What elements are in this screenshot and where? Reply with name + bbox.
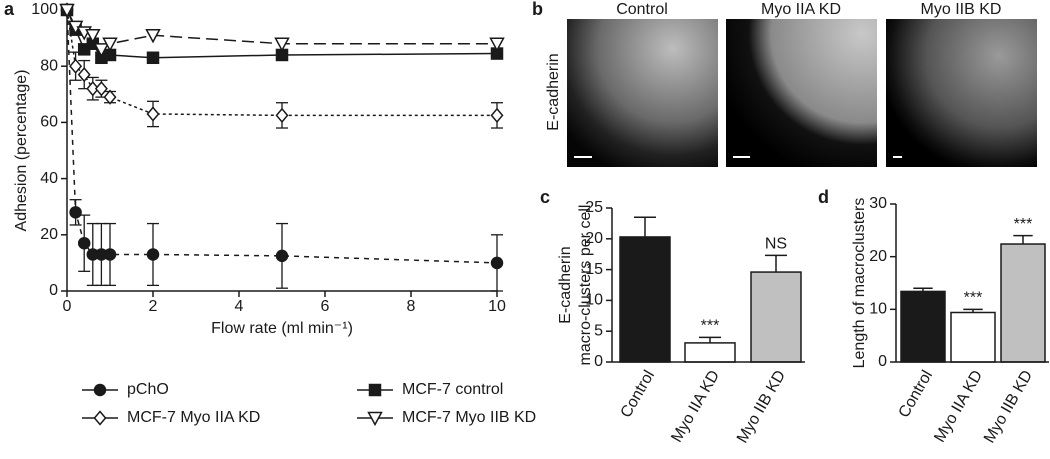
y-tick-label: 80 [40, 57, 58, 74]
y-tick-label: 100 [31, 1, 58, 18]
bar [1000, 243, 1046, 363]
y-axis-label: macro-clusters per cell [577, 205, 594, 366]
panel-letter: b [532, 0, 543, 19]
marker [93, 410, 107, 426]
x-tick-label: Control [896, 368, 937, 421]
legend-label: MCF-7 Myo IIA KD [127, 409, 260, 426]
series-line [66, 9, 497, 117]
y-tick-label: 0 [594, 353, 603, 370]
annotation: *** [1014, 216, 1033, 233]
y-tick-label: 20 [40, 226, 58, 243]
x-tick-label: Myo IIB KD [734, 368, 789, 447]
marker [93, 43, 110, 58]
y-tick-label: 0 [49, 282, 58, 299]
y-axis-label: Length of macroclusters [851, 198, 868, 369]
image-title: Myo IIA KD [761, 1, 841, 18]
marker [77, 66, 91, 83]
x-tick-label: 0 [63, 298, 72, 315]
x-tick-label: 2 [149, 298, 158, 315]
y-tick-label: 10 [585, 292, 603, 309]
bar [619, 236, 671, 363]
x-tick-label: 8 [407, 298, 416, 315]
marker [275, 107, 289, 124]
x-tick-label: Control [618, 368, 659, 421]
annotation: *** [701, 318, 720, 335]
marker [59, 3, 75, 19]
marker [146, 106, 160, 122]
x-tick-label: 10 [488, 298, 506, 315]
micrograph [726, 19, 877, 167]
panel-letter: d [818, 187, 829, 207]
marker [77, 236, 91, 250]
marker [93, 383, 107, 397]
marker [69, 58, 83, 74]
bar [950, 311, 996, 363]
marker [490, 107, 504, 124]
annotation: NS [765, 236, 787, 253]
x-tick-label: Myo IIB KD [981, 368, 1036, 447]
y-tick-label: 10 [869, 301, 887, 318]
y-axis-label: Adhesion (percentage) [13, 70, 30, 232]
micrograph [886, 19, 1037, 167]
marker [69, 206, 82, 219]
y-tick-label: 40 [40, 170, 58, 187]
x-tick-label: 4 [235, 298, 244, 315]
image-ylabel: E-cadherin [545, 53, 562, 130]
x-tick-label: Myo IIA KD [931, 368, 986, 446]
bar [900, 290, 946, 363]
micrograph [567, 19, 718, 167]
marker [275, 249, 289, 263]
legend-label: MCF-7 Myo IIB KD [402, 409, 536, 426]
marker [102, 37, 118, 52]
image-title: Myo IIB KD [921, 1, 1002, 18]
marker [367, 411, 383, 427]
y-tick-label: 15 [585, 261, 603, 278]
marker [94, 81, 108, 97]
marker [146, 51, 160, 65]
y-tick-label: 0 [878, 353, 887, 370]
marker [145, 29, 161, 44]
x-axis-label: Flow rate (ml min⁻¹) [211, 320, 353, 337]
y-tick-label: 5 [594, 322, 603, 339]
x-tick-label: 6 [321, 298, 330, 315]
marker [86, 81, 100, 97]
marker [146, 248, 160, 261]
image-title: Control [616, 1, 668, 18]
panel-letter: a [4, 0, 15, 19]
y-tick-label: 20 [869, 248, 887, 265]
marker [489, 37, 505, 52]
y-tick-label: 25 [585, 199, 603, 216]
marker [85, 29, 101, 44]
bar [750, 271, 802, 363]
y-tick-label: 20 [585, 230, 603, 247]
legend-label: pChO [127, 381, 169, 398]
y-axis-label: E-cadherin [557, 246, 574, 323]
marker [490, 256, 504, 270]
marker [103, 248, 117, 261]
marker [368, 383, 382, 397]
marker [274, 37, 290, 52]
x-tick-label: Myo IIA KD [668, 368, 723, 446]
annotation: *** [964, 290, 983, 307]
legend-label: MCF-7 control [402, 381, 503, 398]
panel-letter: c [540, 187, 550, 207]
bar [684, 342, 736, 363]
y-tick-label: 60 [40, 114, 58, 131]
marker [103, 89, 117, 105]
y-tick-label: 30 [869, 195, 887, 212]
series-line [66, 9, 498, 264]
